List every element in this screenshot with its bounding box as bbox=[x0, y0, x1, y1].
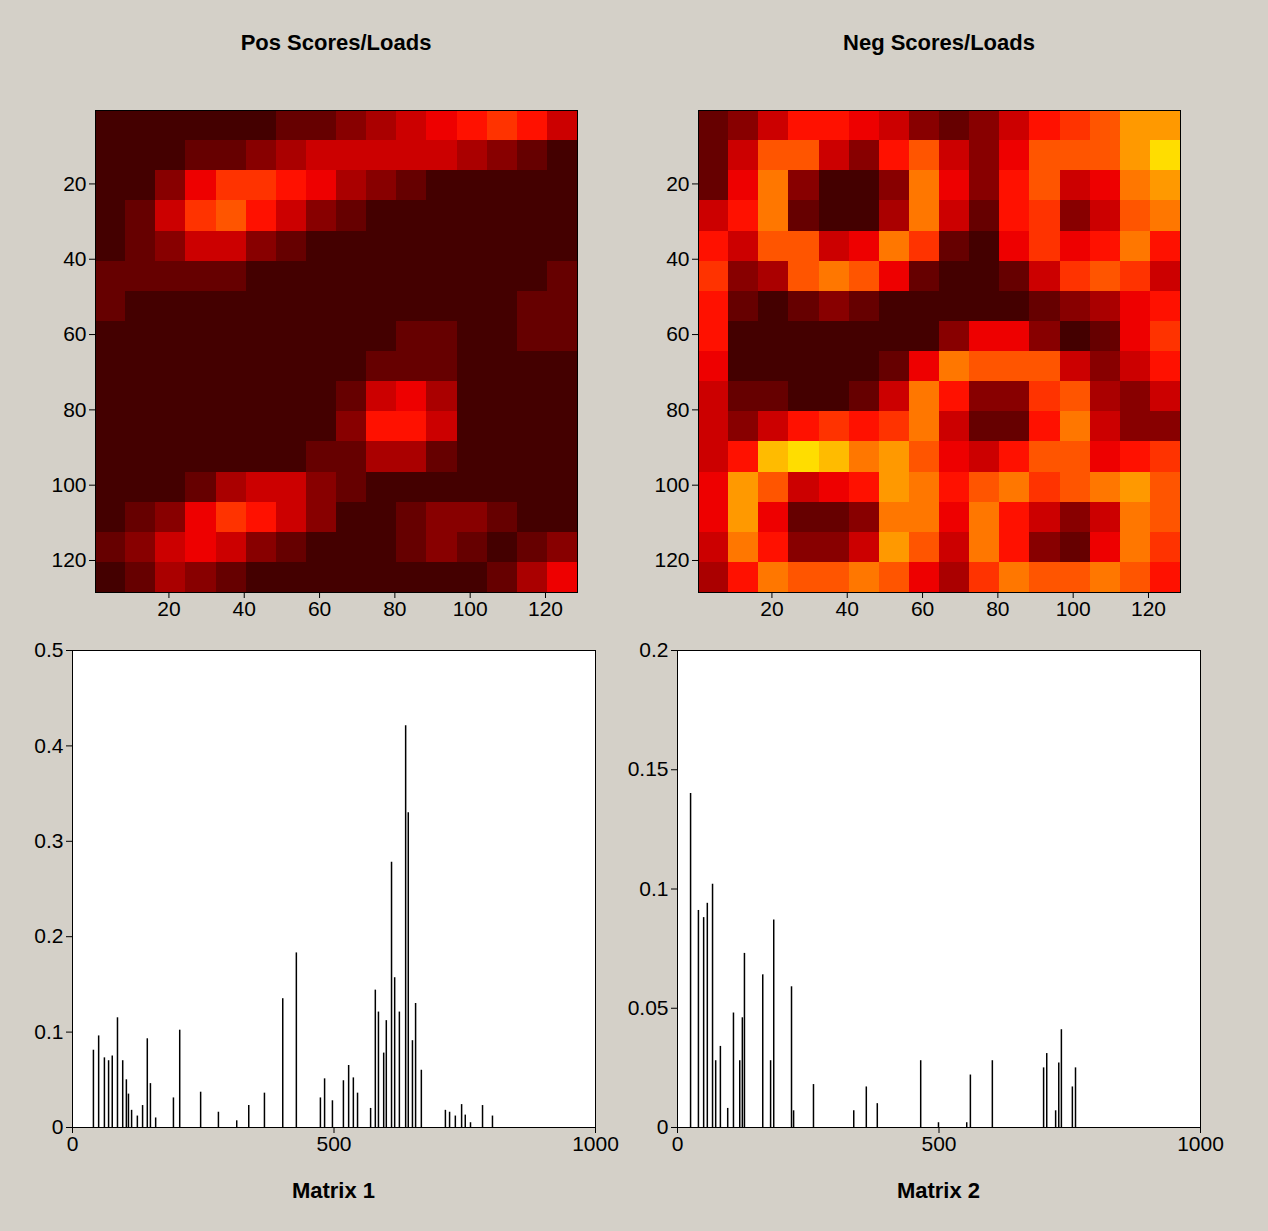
svg-text:0: 0 bbox=[672, 1132, 684, 1155]
svg-text:40: 40 bbox=[836, 597, 859, 620]
svg-text:40: 40 bbox=[233, 597, 256, 620]
svg-text:0.1: 0.1 bbox=[34, 1020, 63, 1043]
svg-text:0: 0 bbox=[67, 1132, 79, 1155]
html-text:Pos Scores/Loads: Pos Scores/Loads bbox=[240, 30, 432, 55]
svg-text:0: 0 bbox=[52, 1115, 64, 1138]
svg-text:60: 60 bbox=[911, 597, 934, 620]
svg-text:40: 40 bbox=[63, 247, 86, 270]
svg-text:120: 120 bbox=[1131, 597, 1166, 620]
svg-text:1000: 1000 bbox=[572, 1132, 619, 1155]
svg-text:0.05: 0.05 bbox=[628, 996, 669, 1019]
svg-text:0.4: 0.4 bbox=[34, 734, 64, 757]
html-text:Matrix 1: Matrix 1 bbox=[291, 1178, 376, 1203]
svg-text:500: 500 bbox=[316, 1132, 351, 1155]
svg-text:60: 60 bbox=[308, 597, 331, 620]
svg-text:0.2: 0.2 bbox=[34, 924, 63, 947]
svg-text:500: 500 bbox=[921, 1132, 956, 1155]
svg-text:80: 80 bbox=[986, 597, 1009, 620]
svg-text:0.15: 0.15 bbox=[628, 757, 669, 780]
svg-text:100: 100 bbox=[654, 473, 689, 496]
svg-text:0: 0 bbox=[657, 1115, 669, 1138]
svg-text:20: 20 bbox=[157, 597, 180, 620]
svg-text:80: 80 bbox=[666, 398, 689, 421]
svg-text:20: 20 bbox=[63, 172, 86, 195]
svg-text:80: 80 bbox=[383, 597, 406, 620]
svg-text:20: 20 bbox=[666, 172, 689, 195]
html-text:Neg Scores/Loads: Neg Scores/Loads bbox=[843, 30, 1035, 55]
svg-text:100: 100 bbox=[453, 597, 488, 620]
html-text:Matrix 2: Matrix 2 bbox=[896, 1178, 981, 1203]
svg-text:60: 60 bbox=[666, 322, 689, 345]
svg-text:120: 120 bbox=[654, 548, 689, 571]
svg-text:0.5: 0.5 bbox=[34, 638, 63, 661]
svg-text:120: 120 bbox=[528, 597, 563, 620]
svg-text:120: 120 bbox=[51, 548, 86, 571]
svg-text:80: 80 bbox=[63, 398, 86, 421]
svg-text:1000: 1000 bbox=[1177, 1132, 1224, 1155]
svg-text:100: 100 bbox=[1056, 597, 1091, 620]
svg-text:0.2: 0.2 bbox=[639, 638, 668, 661]
svg-text:0.3: 0.3 bbox=[34, 829, 63, 852]
svg-text:60: 60 bbox=[63, 322, 86, 345]
svg-text:40: 40 bbox=[666, 247, 689, 270]
svg-text:20: 20 bbox=[760, 597, 783, 620]
svg-text:100: 100 bbox=[51, 473, 86, 496]
svg-text:0.1: 0.1 bbox=[639, 877, 668, 900]
